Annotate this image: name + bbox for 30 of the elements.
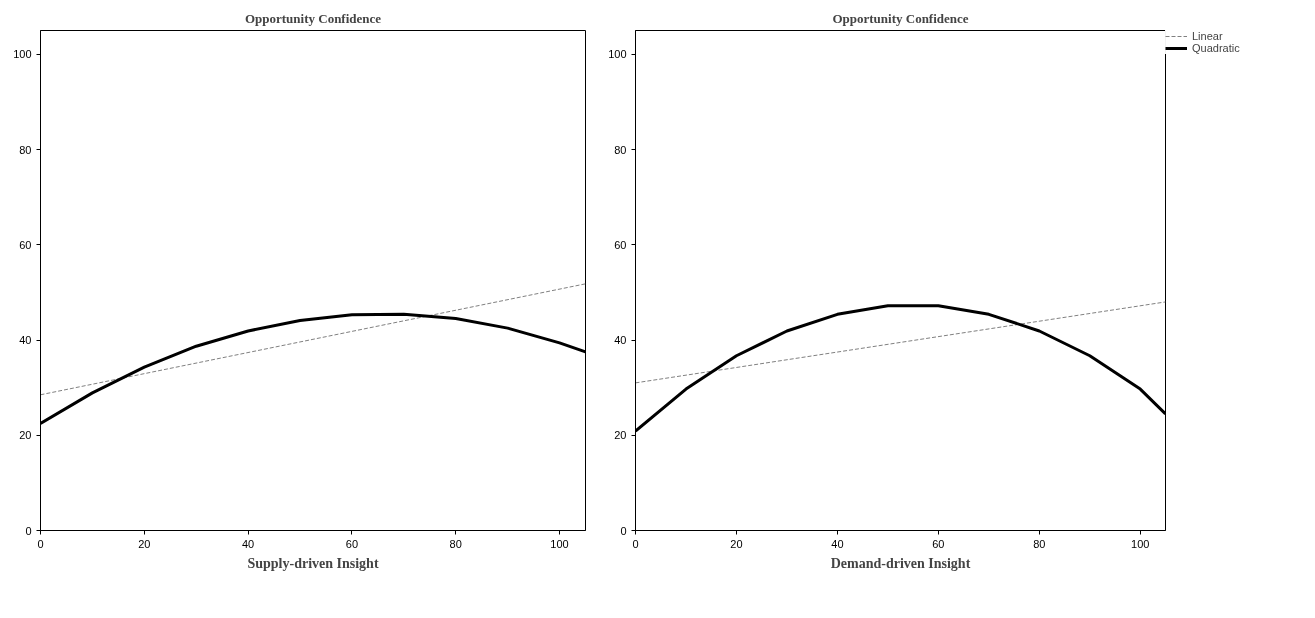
y-tick-label: 80	[19, 143, 32, 156]
x-tick-label: 100	[550, 537, 569, 550]
x-tick-label: 20	[730, 537, 743, 550]
chart-title: Opportunity Confidence	[244, 10, 382, 26]
x-tick-label: 80	[1033, 537, 1046, 550]
y-tick-label: 0	[620, 524, 627, 537]
y-tick-label: 60	[19, 238, 32, 251]
x-tick-label: 100	[1131, 537, 1150, 550]
x-tick-label: 60	[345, 537, 359, 550]
x-axis-title: Supply-driven Insight	[247, 555, 379, 571]
x-tick-label: 80	[449, 537, 462, 550]
x-tick-label: 0	[37, 537, 44, 550]
y-tick-label: 40	[19, 334, 32, 347]
chart-title: Opportunity Confidence	[832, 10, 969, 26]
y-tick-label: 100	[13, 48, 32, 61]
y-tick-label: 0	[25, 524, 32, 537]
x-tick-label: 20	[138, 537, 151, 550]
y-tick-label: 60	[614, 238, 627, 251]
x-tick-label: 0	[632, 537, 639, 550]
y-tick-label: 20	[19, 429, 32, 442]
y-tick-label: 100	[608, 48, 627, 61]
y-tick-label: 40	[614, 334, 627, 347]
y-tick-label: 80	[614, 143, 627, 156]
legend-label: Quadratic	[1192, 42, 1240, 54]
x-tick-label: 60	[932, 537, 945, 550]
x-tick-label: 40	[831, 537, 844, 550]
x-axis-title: Demand-driven Insight	[830, 555, 971, 571]
legend-label: Linear	[1192, 30, 1223, 42]
y-tick-label: 20	[614, 429, 627, 442]
x-tick-label: 40	[242, 537, 255, 550]
